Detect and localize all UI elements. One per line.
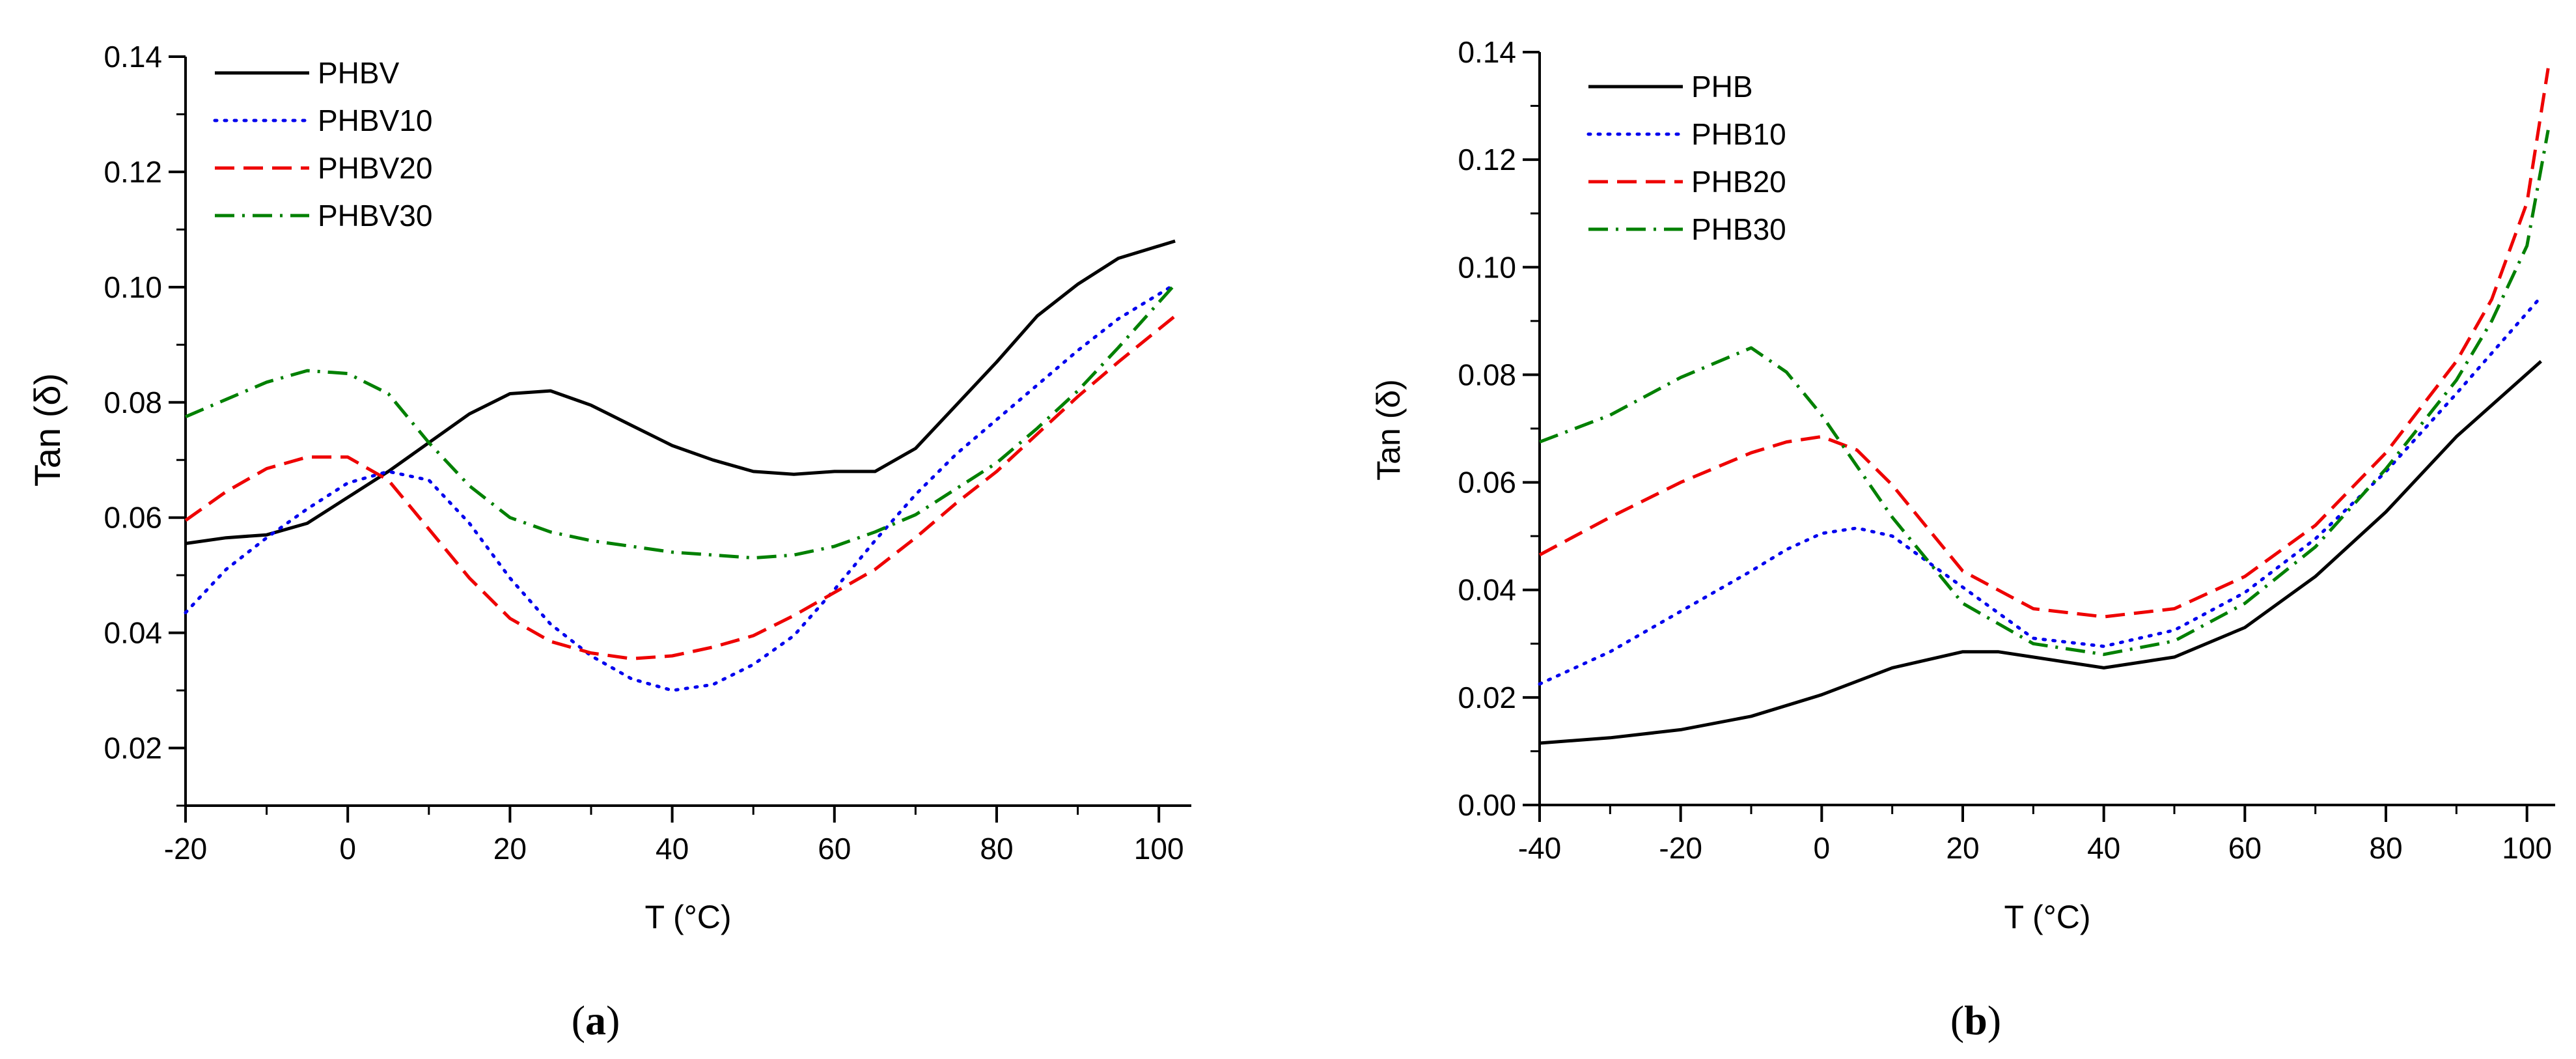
legend-label-phbv30: PHBV30	[318, 199, 432, 233]
y-tick-label: 0.02	[104, 731, 162, 765]
x-tick-label: 0	[1814, 831, 1831, 865]
x-tick-label: 40	[656, 832, 689, 866]
series-line-phb	[1539, 360, 2542, 745]
x-axis-label: T (°C)	[645, 899, 732, 935]
y-tick-label: 0.08	[104, 386, 162, 419]
x-tick-label: -40	[1518, 831, 1561, 865]
series-lines	[184, 239, 1177, 692]
x-tick-label: 0	[339, 832, 356, 866]
panel-caption-b: (b)	[1950, 997, 2001, 1043]
x-tick-label: 20	[493, 832, 527, 866]
y-tick-label: 0.14	[1458, 35, 1516, 69]
x-tick-label: 20	[1946, 831, 1979, 865]
chart-panel-b: -40 -20 0 20 40 60 80 100 0.00 0.02 0.04 0.06 0.08 0.…	[1370, 35, 2555, 1043]
legend-label-phb20: PHB20	[1691, 165, 1786, 199]
x-tick-label: 100	[2502, 831, 2552, 865]
x-tick-label: 60	[2228, 831, 2262, 865]
legend-label-phb10: PHB10	[1691, 117, 1786, 151]
legend-label-phbv20: PHBV20	[318, 151, 432, 185]
axis-tick-labels: -40 -20 0 20 40 60 80 100 0.00 0.02 0.04 0.06 0.08 0.…	[1458, 35, 2552, 865]
axis-ticks	[1523, 51, 2528, 822]
x-tick-label: -20	[164, 832, 207, 866]
x-tick-label: -20	[1659, 831, 1702, 865]
series-line-phbv10	[184, 282, 1177, 692]
y-axis-label: Tan (δ)	[1370, 379, 1407, 481]
series-line-phb10	[1538, 295, 2543, 686]
axis-ticks	[169, 55, 1161, 823]
series-line-phb30	[1539, 130, 2550, 657]
axis-tick-labels: -20 0 20 40 60 80 100 0.02 0.04 0.06 0.08 0.10 0.12 0…	[104, 40, 1184, 866]
legend-label-phbv: PHBV	[318, 56, 400, 90]
series-line-phbv20	[184, 315, 1176, 660]
y-tick-label: 0.08	[1458, 358, 1516, 391]
plot-frame	[184, 57, 1191, 807]
legend-label-phbv10: PHBV10	[318, 104, 432, 137]
chart-panel-a: -20 0 20 40 60 80 100 0.02 0.04 0.06 0.08 0.10 0.12 0…	[27, 40, 1191, 1043]
y-tick-label: 0.04	[1458, 573, 1516, 607]
y-tick-label: 0.02	[1458, 681, 1516, 714]
series-line-phb20	[1538, 68, 2550, 619]
y-tick-label: 0.12	[104, 155, 162, 189]
y-tick-label: 0.06	[104, 501, 162, 535]
series-line-phbv	[185, 239, 1176, 545]
y-tick-label: 0.14	[104, 40, 162, 74]
x-tick-label: 80	[980, 832, 1013, 866]
y-tick-label: 0.04	[104, 616, 162, 650]
series-lines	[1538, 68, 2550, 745]
x-tick-label: 40	[2087, 831, 2120, 865]
legend: PHB PHB10 PHB20 PHB30	[1586, 70, 1786, 246]
y-tick-label: 0.00	[1458, 788, 1516, 822]
x-tick-label: 100	[1134, 832, 1184, 866]
legend-label-phb: PHB	[1691, 70, 1753, 104]
x-axis-label: T (°C)	[2004, 899, 2091, 935]
y-tick-label: 0.10	[1458, 250, 1516, 284]
y-tick-label: 0.06	[1458, 466, 1516, 500]
legend: PHBV PHBV10 PHBV20 PHBV30	[213, 56, 432, 233]
y-tick-label: 0.10	[104, 270, 162, 304]
legend-label-phb30: PHB30	[1691, 212, 1786, 246]
x-tick-label: 80	[2369, 831, 2402, 865]
y-tick-label: 0.12	[1458, 143, 1516, 176]
panel-caption-a: (a)	[572, 997, 620, 1043]
series-line-phbv30	[185, 283, 1176, 560]
y-axis-label: Tan (δ)	[27, 373, 68, 487]
x-tick-label: 60	[818, 832, 851, 866]
